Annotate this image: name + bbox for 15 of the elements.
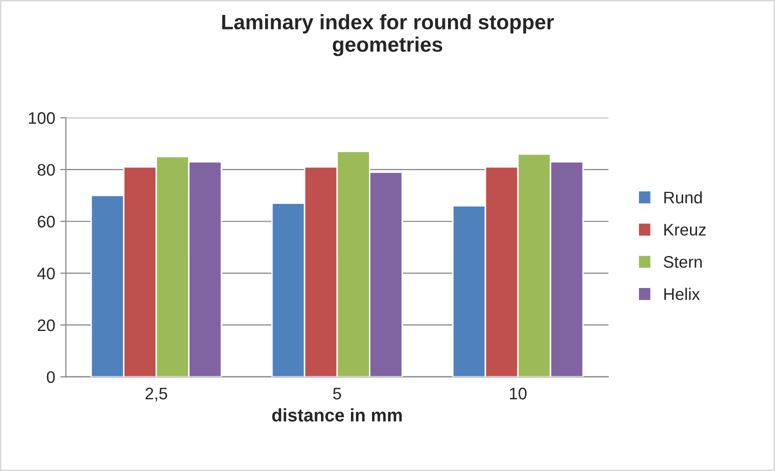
- y-tick-label: 20: [38, 319, 55, 332]
- x-tick-label: 5: [333, 388, 342, 400]
- x-tick-label: 2,5: [146, 388, 168, 402]
- y-tick-label: 60: [38, 216, 55, 228]
- legend-label: Rund: [664, 191, 702, 204]
- legend-label: Stern: [664, 256, 702, 268]
- y-tick-label: 40: [37, 268, 55, 280]
- y-tick-label: 80: [38, 164, 55, 176]
- legend-label: Helix: [664, 288, 700, 300]
- y-tick-label: 100: [28, 112, 55, 124]
- chart-title: Laminary index for round stopper geometries: [222, 14, 554, 56]
- legend-label: Kreuz: [664, 224, 706, 236]
- y-tick-label: 0: [46, 371, 55, 384]
- x-tick-label: 10: [510, 388, 527, 400]
- x-axis-title: distance in mm: [272, 408, 402, 422]
